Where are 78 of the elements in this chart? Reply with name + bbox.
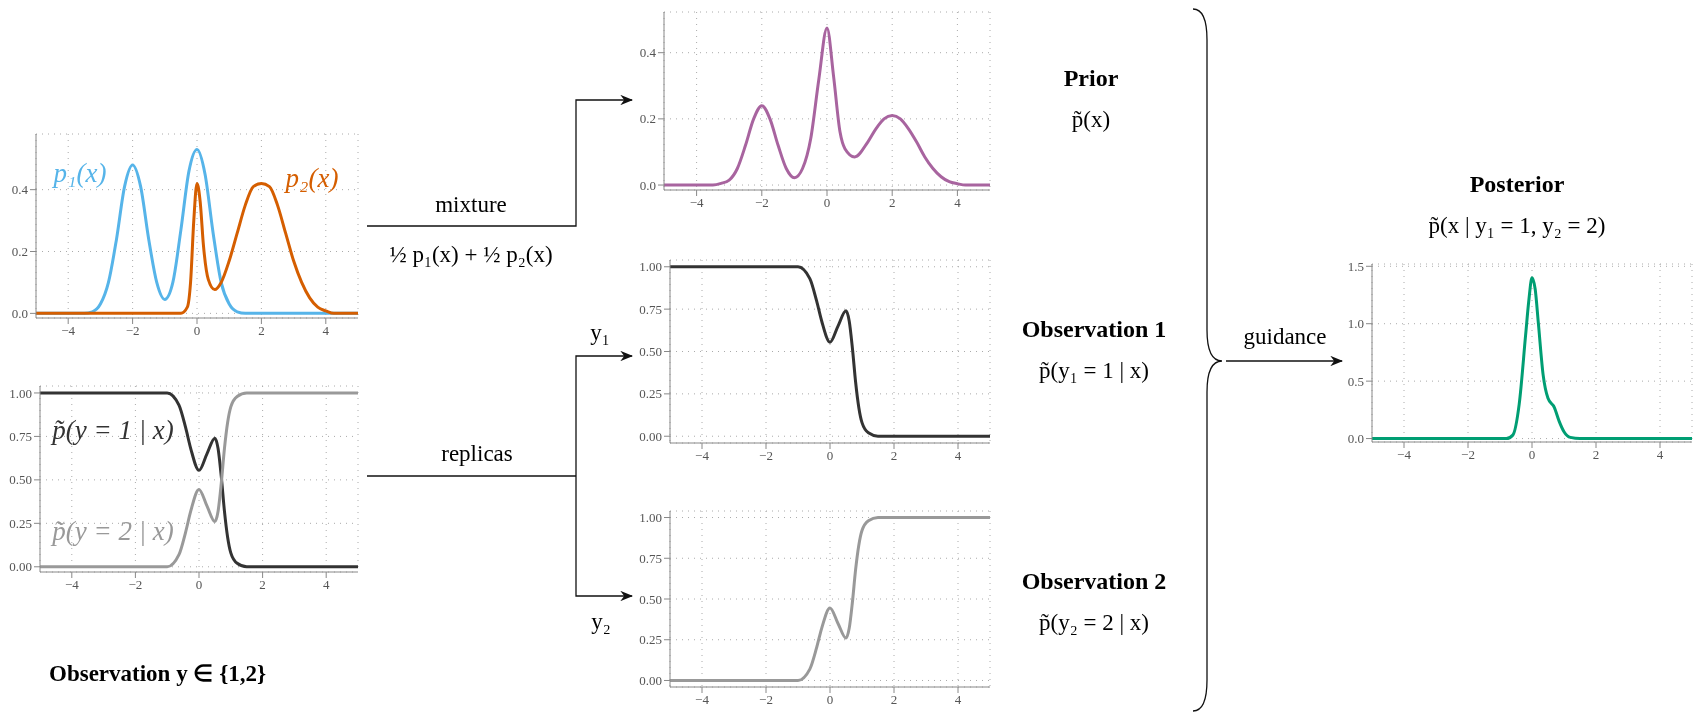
text: p̃(y₂ = 2 | x) bbox=[1039, 610, 1149, 636]
x-tick-label: 4 bbox=[322, 323, 330, 339]
line-series bbox=[670, 516, 990, 682]
y-tick-label: 0.00 bbox=[639, 673, 662, 689]
x-tick-label: 4 bbox=[1656, 447, 1664, 463]
x-tick-label: −2 bbox=[1461, 447, 1475, 463]
line-series bbox=[664, 26, 990, 187]
x-tick-label: 0 bbox=[193, 323, 201, 339]
x-tick-label: −4 bbox=[61, 323, 76, 339]
x-tick-label: 2 bbox=[888, 195, 896, 211]
x-tick-label: 2 bbox=[258, 323, 265, 339]
text: Observation 2 bbox=[1021, 567, 1167, 595]
x-tick-label: 4 bbox=[954, 692, 962, 708]
text: Observation 1 bbox=[1021, 315, 1167, 343]
y-tick-label: 1.00 bbox=[639, 510, 662, 526]
y-tick-label: 0.25 bbox=[9, 515, 32, 531]
text: guidance bbox=[1243, 324, 1327, 350]
x-tick-label: −4 bbox=[695, 692, 710, 708]
x-tick-label: 4 bbox=[954, 195, 962, 211]
x-tick-label: −4 bbox=[1397, 447, 1412, 463]
text: replicas bbox=[441, 441, 513, 467]
text: Prior bbox=[1063, 64, 1119, 92]
text: p̃(x) bbox=[1071, 107, 1111, 133]
y-tick-label: 1.00 bbox=[639, 259, 662, 275]
x-tick-label: 0 bbox=[823, 195, 831, 211]
y-tick-label: 1.0 bbox=[1347, 316, 1364, 332]
y-tick-label: 0.75 bbox=[639, 550, 662, 566]
x-tick-label: 2 bbox=[890, 692, 898, 708]
series-label: p̃(y = 1 | x) bbox=[52, 414, 174, 446]
x-tick-label: −2 bbox=[125, 323, 140, 339]
x-tick-label: −4 bbox=[64, 577, 80, 593]
x-tick-label: −4 bbox=[689, 195, 705, 211]
y-tick-label: 0.4 bbox=[639, 45, 657, 61]
x-tick-label: −4 bbox=[695, 448, 710, 464]
x-tick-label: 4 bbox=[954, 448, 962, 464]
chart-subtitle: p̃(x | y₁ = 1, y₂ = 2) bbox=[1428, 213, 1606, 239]
x-tick-label: 2 bbox=[1592, 447, 1600, 463]
y-tick-label: 0.0 bbox=[1347, 431, 1364, 447]
x-tick-label: 0 bbox=[826, 692, 834, 708]
series-label: p₁(x) bbox=[53, 157, 107, 189]
x-tick-label: 4 bbox=[322, 577, 330, 593]
y-tick-label: 0.50 bbox=[639, 591, 662, 607]
text: ½ p₁(x) + ½ p₂(x) bbox=[389, 242, 553, 268]
y-tick-label: 0.4 bbox=[11, 182, 29, 198]
y-tick-label: 0.0 bbox=[11, 305, 28, 321]
y-tick-label: 0.50 bbox=[639, 344, 662, 360]
x-tick-label: 2 bbox=[890, 448, 898, 464]
x-tick-label: −2 bbox=[759, 448, 773, 464]
x-tick-label: −2 bbox=[759, 692, 773, 708]
y-tick-label: 0.25 bbox=[639, 386, 662, 402]
text: mixture bbox=[435, 192, 507, 218]
y-tick-label: 0.5 bbox=[1347, 373, 1364, 389]
line-series bbox=[40, 391, 358, 569]
x-tick-label: 0 bbox=[1528, 447, 1536, 463]
series-label: p₂(x) bbox=[285, 162, 339, 194]
text: y₁ bbox=[590, 320, 610, 346]
y-tick-label: 0.00 bbox=[9, 559, 32, 575]
series-label: p̃(y = 2 | x) bbox=[52, 515, 174, 547]
y-tick-label: 0.00 bbox=[639, 428, 662, 444]
y-tick-label: 0.50 bbox=[9, 472, 32, 488]
y-tick-label: 1.00 bbox=[9, 385, 32, 401]
x-tick-label: −2 bbox=[128, 577, 143, 593]
y-tick-label: 0.75 bbox=[9, 429, 32, 445]
y-tick-label: 0.2 bbox=[639, 111, 656, 127]
x-tick-label: 2 bbox=[259, 577, 266, 593]
chart-title: Posterior bbox=[1469, 170, 1565, 198]
y-tick-label: 0.0 bbox=[639, 177, 656, 193]
text: p̃(y₁ = 1 | x) bbox=[1039, 358, 1149, 384]
y-tick-label: 0.25 bbox=[639, 632, 662, 648]
x-tick-label: 0 bbox=[826, 448, 834, 464]
line-series bbox=[670, 265, 990, 438]
y-tick-label: 0.2 bbox=[11, 244, 28, 260]
y-tick-label: 0.75 bbox=[639, 301, 662, 317]
text: Observation y ∈ {1,2} bbox=[49, 659, 267, 687]
y-tick-label: 1.5 bbox=[1347, 258, 1364, 274]
x-tick-label: 0 bbox=[195, 577, 203, 593]
x-tick-label: −2 bbox=[754, 195, 769, 211]
text: y₂ bbox=[591, 609, 611, 635]
